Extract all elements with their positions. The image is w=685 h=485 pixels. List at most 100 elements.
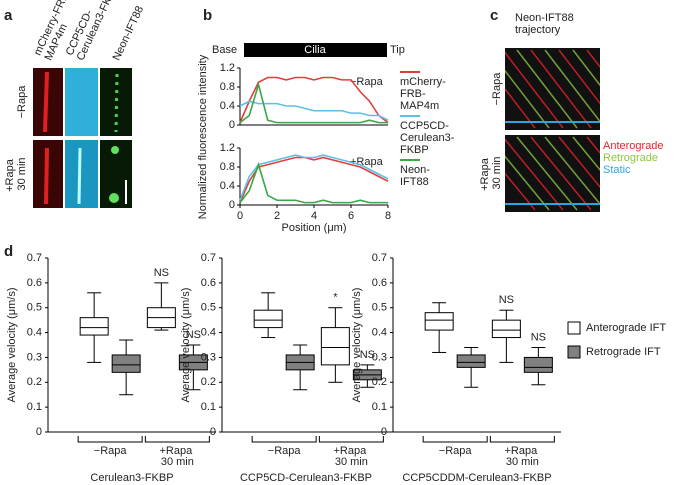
y-tick-label: 0.4	[27, 326, 42, 338]
y-tick-label: 0.4	[220, 180, 235, 192]
y-tick-label: 0	[36, 426, 42, 438]
x-tick-label: 0	[237, 210, 243, 222]
legend-label: Retrograde IFT	[586, 346, 661, 358]
box	[523, 356, 553, 373]
annotation: NS	[531, 331, 546, 343]
x-tick-label: 8	[385, 210, 391, 222]
kymo-track	[505, 49, 550, 129]
group-bracket	[144, 436, 210, 443]
annotation: NS	[499, 294, 514, 306]
y-tick-label: 0.4	[220, 100, 235, 112]
y-tick-label: 0	[229, 119, 235, 131]
y-tick-label: 0	[381, 426, 387, 438]
y-tick-label: 0.8	[220, 81, 235, 93]
y-tick-label: 0.3	[27, 351, 42, 363]
kymo-track	[516, 136, 578, 211]
y-tick-label: 1.2	[220, 62, 235, 74]
header-label: Tip	[390, 44, 405, 56]
kymo-title: Neon-IFT88 trajectory	[515, 12, 577, 36]
box	[320, 327, 350, 366]
channel-label: Neon-IFT88	[110, 4, 146, 62]
legend-swatch	[567, 345, 581, 359]
box	[491, 319, 521, 339]
panel-label: c	[490, 7, 498, 24]
box	[253, 309, 283, 329]
y-tick-label: 0.7	[372, 252, 387, 264]
header-label: Base	[212, 44, 237, 56]
panel-label: a	[4, 7, 13, 24]
y-tick-label: 0.5	[27, 302, 42, 314]
kymo-track	[558, 136, 600, 211]
condition-label: −Rapa	[491, 72, 503, 106]
x-tick-label: +Rapa 30 min	[333, 445, 369, 468]
data-line	[239, 100, 389, 121]
y-tick-label: 1.2	[220, 142, 235, 154]
x-tick-label: 4	[311, 210, 317, 222]
kymo-track	[586, 136, 600, 211]
annotation: *	[333, 292, 338, 304]
legend-label: Anterograde	[603, 140, 664, 152]
kymo-track	[505, 136, 536, 211]
micrographs	[33, 68, 132, 208]
group-bracket	[318, 436, 384, 443]
x-tick-label: +Rapa 30 min	[504, 445, 540, 468]
x-tick-label: −Rapa	[94, 445, 128, 457]
box	[111, 354, 141, 373]
legend-label: Anterograde IFT	[586, 322, 666, 334]
box	[79, 317, 109, 336]
annotation: NS	[154, 267, 169, 279]
x-axis-label: Position (μm)	[281, 222, 346, 234]
x-tick-label: 6	[348, 210, 354, 222]
chart-title: CCP5CDDM-Cerulean3-FKBP	[402, 472, 551, 484]
data-line	[239, 76, 389, 124]
y-tick-label: 0.1	[27, 401, 42, 413]
legend-swatch	[567, 321, 581, 335]
y-tick-label: 0.6	[201, 277, 216, 289]
kymo-track	[516, 49, 578, 129]
y-axis-label: Average velocity (μm/s)	[351, 288, 363, 403]
annotation: NS	[186, 329, 201, 341]
y-tick-label: 0.5	[201, 302, 216, 314]
y-tick-label: 0.6	[372, 277, 387, 289]
kymo-track	[505, 136, 550, 211]
panel-label: b	[203, 7, 212, 24]
x-tick-label: −Rapa	[439, 445, 473, 457]
annotation: NS	[360, 349, 375, 361]
y-tick-label: 0.3	[372, 351, 387, 363]
condition-label: +Rapa 30 min	[479, 155, 503, 191]
group-bracket	[489, 436, 555, 443]
legend-label: CCP5CD-Cerulean3-FKBP	[400, 120, 455, 156]
box	[456, 354, 486, 368]
data-line	[239, 162, 388, 204]
y-tick-label: 0.1	[372, 401, 387, 413]
x-tick-label: +Rapa 30 min	[159, 445, 195, 468]
y-axis-label: Average velocity (μm/s)	[6, 288, 18, 403]
y-axis-label: Normalized fluorescence intensity	[197, 54, 209, 219]
y-tick-label: 0.6	[27, 277, 42, 289]
group-bracket	[422, 436, 488, 443]
group-bracket	[77, 436, 143, 443]
kymo-track	[530, 136, 592, 211]
y-tick-label: 0	[229, 199, 235, 211]
condition-label: +Rapa 30 min	[4, 156, 28, 192]
kymo-track	[505, 136, 564, 211]
x-tick-label: −Rapa	[268, 445, 302, 457]
kymo-track	[586, 49, 600, 129]
kymo-track	[530, 49, 592, 129]
kymo-track	[558, 49, 600, 129]
y-tick-label: 0.1	[201, 401, 216, 413]
condition-label: −Rapa	[16, 85, 28, 119]
cilia-bar	[244, 43, 387, 57]
y-tick-label: 0.8	[220, 161, 235, 173]
kymo-track	[544, 49, 600, 129]
data-line	[239, 154, 389, 201]
chart-title: CCP5CD-Cerulean3-FKBP	[240, 472, 372, 484]
y-tick-label: 0.4	[372, 326, 387, 338]
y-tick-label: 0.2	[372, 376, 387, 388]
y-tick-label: 0	[210, 426, 216, 438]
y-tick-label: 0.5	[372, 302, 387, 314]
legend-label: Static	[603, 164, 631, 176]
y-tick-label: 0.7	[27, 252, 42, 264]
kymo-track	[505, 49, 536, 129]
